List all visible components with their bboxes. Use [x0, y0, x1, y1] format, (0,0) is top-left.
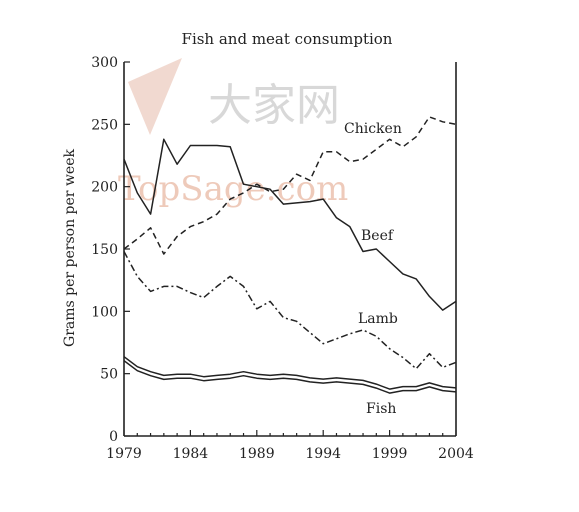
- y-axis-label: Grams per person per week: [62, 148, 78, 346]
- y-tick-label: 200: [91, 180, 118, 196]
- x-tick-label: 2004: [438, 446, 474, 462]
- x-tick-label: 1999: [372, 446, 408, 462]
- y-tick-label: 0: [109, 429, 118, 445]
- series-label-fish: Fish: [366, 401, 396, 417]
- y-tick-label: 50: [100, 367, 118, 383]
- series-label-beef: Beef: [361, 228, 395, 244]
- chart-title: Fish and meat consumption: [182, 30, 393, 48]
- series-line-beef: [123, 138, 457, 311]
- series-line-lamb: [123, 251, 457, 370]
- x-tick-label: 1984: [173, 446, 209, 462]
- series-line-fish: [123, 356, 457, 390]
- watermark: 大家网 TopSage.com: [118, 58, 348, 209]
- watermark-cjk: 大家网: [208, 80, 340, 131]
- x-tick-label: 1989: [239, 446, 275, 462]
- series-line-fish-lower: [123, 360, 457, 394]
- series-line-chicken: [123, 116, 457, 255]
- series-layer: [123, 116, 457, 394]
- y-tick-label: 250: [91, 117, 118, 133]
- x-tick-label: 1994: [305, 446, 341, 462]
- series-label-lamb: Lamb: [358, 311, 398, 327]
- y-tick-label: 150: [91, 242, 118, 258]
- series-label-chicken: Chicken: [344, 121, 402, 137]
- y-tick-label: 300: [91, 55, 118, 71]
- axes: 0 50 100 150 200 250 300 1979 1984 1989 1994 1999 20…: [91, 55, 474, 462]
- y-tick-label: 100: [91, 304, 118, 320]
- watermark-logo-shape: [128, 58, 182, 135]
- x-tick-label: 1979: [106, 446, 142, 462]
